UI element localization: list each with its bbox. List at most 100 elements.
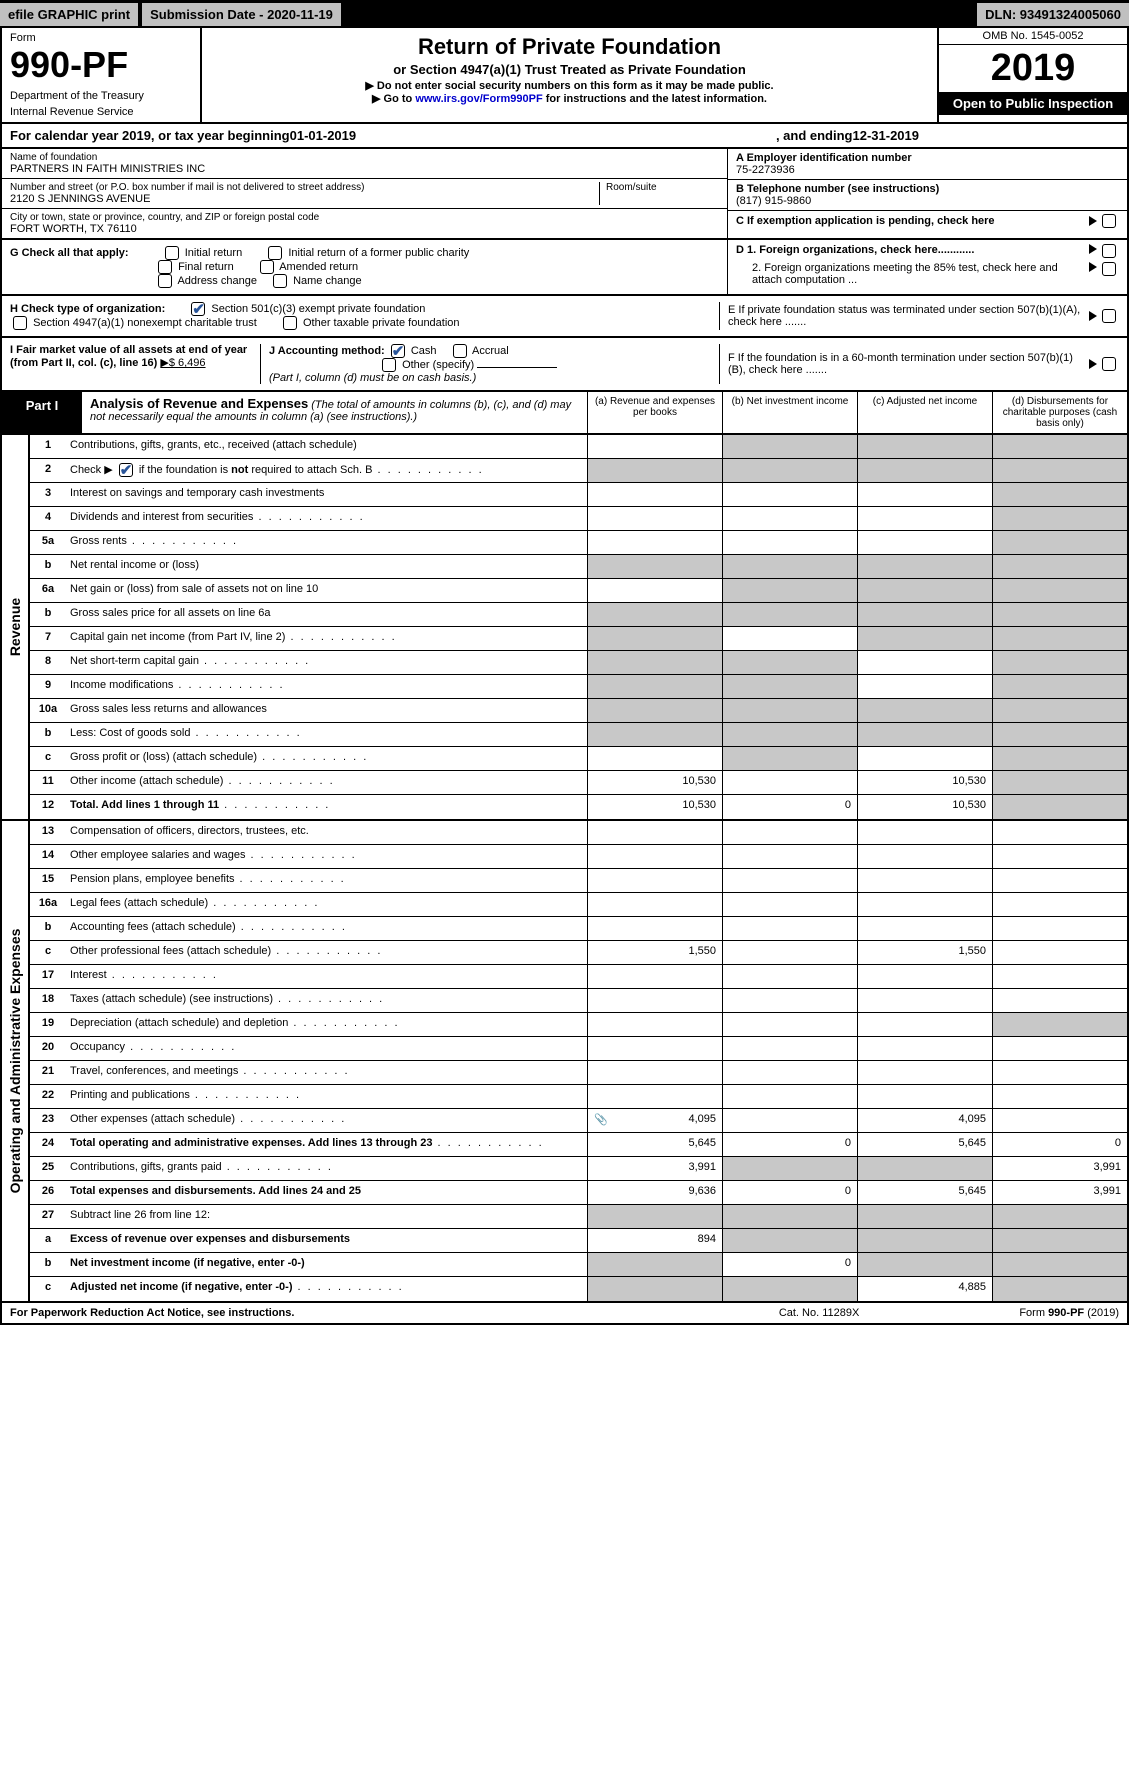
line-10a: Gross sales less returns and allowances: [66, 699, 587, 722]
city-label: City or town, state or province, country…: [10, 212, 719, 223]
foundation-name: PARTNERS IN FAITH MINISTRIES INC: [10, 163, 719, 175]
arrow-icon: [1089, 262, 1097, 272]
v-27bb: 0: [722, 1253, 857, 1276]
revenue-table: Revenue 1Contributions, gifts, grants, e…: [0, 435, 1129, 821]
line-19: Depreciation (attach schedule) and deple…: [66, 1013, 587, 1036]
line-16a: Legal fees (attach schedule): [66, 893, 587, 916]
g-initial-checkbox[interactable]: [165, 246, 179, 260]
line-18: Taxes (attach schedule) (see instruction…: [66, 989, 587, 1012]
arrow-icon: [1089, 244, 1097, 254]
i-label: I Fair market value of all assets at end…: [10, 344, 247, 369]
arrow-icon: [1089, 216, 1097, 226]
street-address: 2120 S JENNINGS AVENUE: [10, 193, 599, 205]
f-checkbox[interactable]: [1102, 357, 1116, 371]
schb-checkbox[interactable]: [119, 463, 133, 477]
expenses-side-label: Operating and Administrative Expenses: [2, 821, 30, 1301]
v-12c: 10,530: [857, 795, 992, 819]
line-22: Printing and publications: [66, 1085, 587, 1108]
ein-label: A Employer identification number: [736, 152, 1119, 164]
c-checkbox[interactable]: [1102, 214, 1116, 228]
g-d-row: G Check all that apply: Initial return I…: [0, 240, 1129, 296]
line-21: Travel, conferences, and meetings: [66, 1061, 587, 1084]
name-label: Name of foundation: [10, 152, 719, 163]
city-state-zip: FORT WORTH, TX 76110: [10, 223, 719, 235]
v-16cc: 1,550: [857, 941, 992, 964]
j-cash-checkbox[interactable]: [391, 344, 405, 358]
h-other-checkbox[interactable]: [283, 316, 297, 330]
v-23c: 4,095: [857, 1109, 992, 1132]
line-27: Subtract line 26 from line 12:: [66, 1205, 587, 1228]
line-10c: Gross profit or (loss) (attach schedule): [66, 747, 587, 770]
part1-badge: Part I: [2, 392, 82, 433]
submission-date: Submission Date - 2020-11-19: [142, 3, 341, 26]
line-5b: Net rental income or (loss): [66, 555, 587, 578]
v-24b: 0: [722, 1133, 857, 1156]
v-12a: 10,530: [587, 795, 722, 819]
h-e-row: H Check type of organization: Section 50…: [0, 296, 1129, 338]
calendar-year-row: For calendar year 2019, or tax year begi…: [0, 124, 1129, 149]
v-11c: 10,530: [857, 771, 992, 794]
g-label: G Check all that apply:: [10, 247, 129, 259]
i-j-f-row: I Fair market value of all assets at end…: [0, 338, 1129, 392]
v-26b: 0: [722, 1181, 857, 1204]
line-23: Other expenses (attach schedule): [66, 1109, 587, 1132]
phone-label: B Telephone number (see instructions): [736, 183, 1119, 195]
line-8: Net short-term capital gain: [66, 651, 587, 674]
g-initial-former-checkbox[interactable]: [268, 246, 282, 260]
v-12b: 0: [722, 795, 857, 819]
v-26d: 3,991: [992, 1181, 1127, 1204]
col-b-header: (b) Net investment income: [722, 392, 857, 433]
arrow-icon: [1089, 311, 1097, 321]
g-address-checkbox[interactable]: [158, 274, 172, 288]
info-grid: Name of foundation PARTNERS IN FAITH MIN…: [0, 149, 1129, 240]
v-24c: 5,645: [857, 1133, 992, 1156]
line-12: Total. Add lines 1 through 11: [66, 795, 587, 819]
arrow-icon: [1089, 359, 1097, 369]
g-final-checkbox[interactable]: [158, 260, 172, 274]
ein-value: 75-2273936: [736, 164, 1119, 176]
j-note: (Part I, column (d) must be on cash basi…: [269, 372, 476, 384]
j-label: J Accounting method:: [269, 345, 385, 357]
col-d-header: (d) Disbursements for charitable purpose…: [992, 392, 1127, 433]
j-accrual-checkbox[interactable]: [453, 344, 467, 358]
addr-label: Number and street (or P.O. box number if…: [10, 182, 599, 193]
h-501c3-checkbox[interactable]: [191, 302, 205, 316]
v-27cc: 4,885: [857, 1277, 992, 1301]
d2-checkbox[interactable]: [1102, 262, 1116, 276]
h-4947-checkbox[interactable]: [13, 316, 27, 330]
e-label: E If private foundation status was termi…: [728, 304, 1087, 328]
phone-value: (817) 915-9860: [736, 195, 1119, 207]
form-word: Form: [10, 32, 192, 44]
d1-checkbox[interactable]: [1102, 244, 1116, 258]
form-number: 990-PF: [10, 44, 192, 86]
line-27c: Adjusted net income (if negative, enter …: [66, 1277, 587, 1301]
g-amended-checkbox[interactable]: [260, 260, 274, 274]
v-26c: 5,645: [857, 1181, 992, 1204]
part1-title: Analysis of Revenue and Expenses: [90, 396, 308, 411]
irs-label: Internal Revenue Service: [10, 106, 192, 118]
line-16b: Accounting fees (attach schedule): [66, 917, 587, 940]
line-6b: Gross sales price for all assets on line…: [66, 603, 587, 626]
line-20: Occupancy: [66, 1037, 587, 1060]
efile-label[interactable]: efile GRAPHIC print: [0, 3, 138, 26]
col-c-header: (c) Adjusted net income: [857, 392, 992, 433]
d1-label: D 1. Foreign organizations, check here..…: [736, 244, 1087, 258]
line-2: Check ▶ if the foundation is not require…: [66, 459, 587, 482]
line-17: Interest: [66, 965, 587, 988]
open-to-public: Open to Public Inspection: [939, 92, 1127, 115]
dept-treasury: Department of the Treasury: [10, 90, 192, 102]
e-checkbox[interactable]: [1102, 309, 1116, 323]
irs-link[interactable]: www.irs.gov/Form990PF: [415, 93, 542, 105]
line-25: Contributions, gifts, grants paid: [66, 1157, 587, 1180]
v-25a: 3,991: [587, 1157, 722, 1180]
part1-header: Part I Analysis of Revenue and Expenses …: [0, 392, 1129, 435]
g-name-checkbox[interactable]: [273, 274, 287, 288]
ssn-note: ▶ Do not enter social security numbers o…: [208, 79, 931, 92]
line-3: Interest on savings and temporary cash i…: [66, 483, 587, 506]
j-other-checkbox[interactable]: [382, 358, 396, 372]
room-label: Room/suite: [606, 182, 719, 193]
v-11a: 10,530: [587, 771, 722, 794]
line-9: Income modifications: [66, 675, 587, 698]
omb-number: OMB No. 1545-0052: [939, 28, 1127, 45]
line-15: Pension plans, employee benefits: [66, 869, 587, 892]
